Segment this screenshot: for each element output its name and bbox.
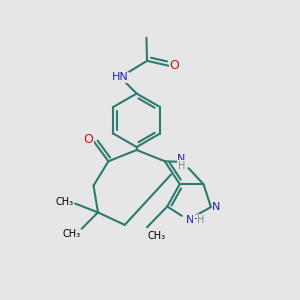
Text: O: O [170,59,180,72]
Text: O: O [83,134,93,146]
Text: H: H [178,161,185,171]
Text: CH₃: CH₃ [63,230,81,239]
Text: N: N [186,215,194,225]
Text: N: N [212,202,220,212]
Text: HN: HN [112,72,129,82]
Text: ─: ─ [194,215,199,224]
Text: N: N [177,154,186,164]
Text: CH₃: CH₃ [148,231,166,241]
Text: H: H [197,215,205,225]
Text: CH₃: CH₃ [56,197,74,207]
